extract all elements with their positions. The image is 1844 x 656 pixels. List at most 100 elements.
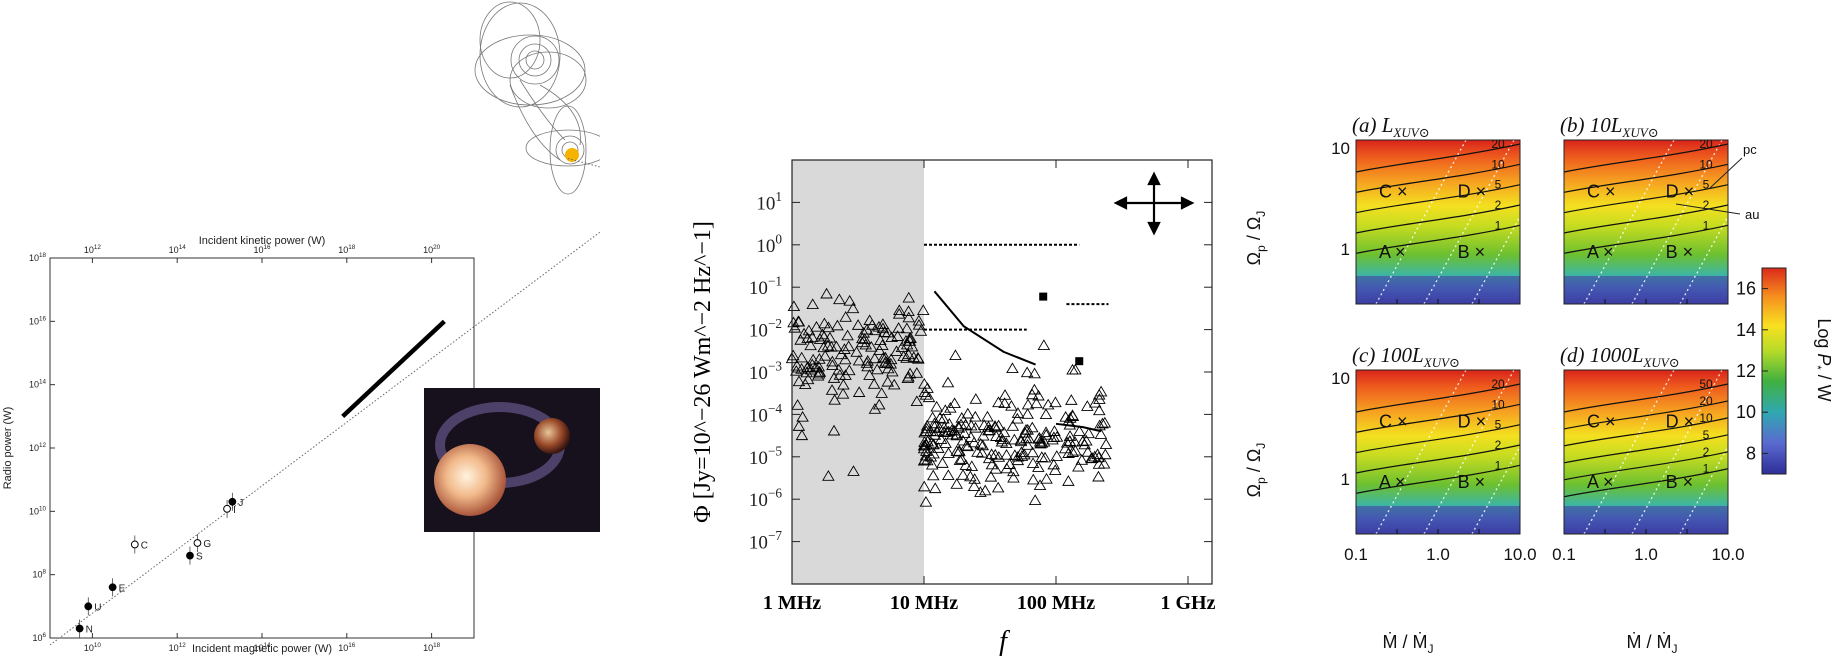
triangle-point [988,448,1002,460]
triangle-point [1092,470,1105,482]
triangle-point [919,495,933,507]
triangle-point [1015,450,1029,461]
triangle-point [895,341,909,352]
y-tick-label: 1018 [29,252,47,263]
triangle-point [881,375,895,387]
dotted-guide [1727,139,1819,305]
marker-B: B × [1458,242,1486,262]
triangle-point [1007,471,1020,483]
triangle-point [1069,444,1082,456]
model-curve [933,290,1036,366]
square-point [1075,357,1084,366]
marker-A: A × [1587,242,1614,262]
triangle-point [1005,399,1018,411]
triangle-point [950,428,963,440]
triangle-point [1011,407,1025,418]
contour-line [1563,400,1729,430]
point-J [228,497,237,506]
triangle-point [1091,448,1104,460]
marker-A: A × [1587,472,1614,492]
triangle-point [924,425,937,436]
triangle-point [941,376,955,388]
triangle-point [1098,416,1112,428]
triangle-point [949,349,962,361]
triangle-point [967,480,981,491]
triangle-point [1058,442,1072,454]
contour-label: 2 [1495,198,1502,212]
contour-label: 5 [1495,418,1502,432]
triangle-point [912,352,925,364]
contour-line [1563,163,1729,193]
y-tick-label: 1016 [29,315,47,326]
triangle-point [1035,451,1049,462]
colorbar-tick-label: 12 [1736,361,1756,381]
x2-tick-label: 1012 [84,244,102,255]
triangle-point [860,357,874,368]
triangle-point [965,460,979,472]
triangle-point [1048,425,1061,436]
x-axis-label: f [999,626,1010,656]
triangle-point [868,352,881,364]
triangle-point [959,459,973,470]
triangle-point [790,359,804,371]
contour-line [1355,464,1521,494]
triangle-point [1026,421,1039,433]
triangle-point [831,319,844,331]
triangle-point [992,396,1005,408]
point-U [84,602,93,611]
triangle-point [1072,460,1085,472]
contour-line [1563,434,1729,464]
dotted-guide [1583,369,1675,535]
triangle-point [918,436,931,447]
triangle-point [800,366,814,378]
triangle-point [850,346,863,357]
y-tick-label: 1 [1341,240,1350,259]
triangle-point [920,445,933,456]
triangle-point [892,307,906,319]
triangle-point [861,360,874,372]
contour-line [1355,403,1521,433]
triangle-point [989,430,1003,441]
triangle-point [902,305,915,317]
triangle-point [1063,430,1077,441]
triangle-point [1018,448,1031,460]
triangle-point [1028,383,1041,395]
triangle-point [836,387,850,399]
contour-label: 2 [1495,438,1502,452]
y-tick-label: 106 [32,632,46,643]
triangle-point [1066,409,1079,421]
panel-title: (b) 10LXUV⊙ [1560,113,1659,140]
triangle-point [902,291,916,303]
x-tick-label: 1.0 [1426,545,1450,564]
triangle-point [1039,408,1053,420]
point-label-G: G [203,539,211,550]
dotted-guide [1471,369,1563,535]
annotation-pc: pc [1743,142,1757,157]
triangle-point [881,326,895,338]
triangle-point [865,319,879,330]
triangle-point [1088,396,1102,408]
triangle-point [930,400,943,412]
triangle-point [804,339,817,351]
contour-label: 20 [1699,137,1713,151]
triangle-point [1015,446,1028,458]
triangle-point [823,331,837,343]
triangle-point [1082,427,1096,439]
colorbar-tick-label: 8 [1746,443,1756,463]
triangle-point [1028,367,1041,379]
triangle-point [910,367,924,378]
contour-label: 10 [1699,157,1713,171]
triangle-point [890,345,903,357]
triangle-point [984,470,998,482]
x2-tick-label: 1014 [169,244,187,255]
triangle-point [937,426,951,437]
triangle-point [795,351,808,363]
triangle-point [928,482,942,494]
triangle-point [905,340,919,352]
x-tick-label: 1012 [169,642,187,653]
triangle-point [867,378,881,389]
point-S [186,551,194,560]
x2-tick-label: 1018 [338,244,356,255]
y-tick-label: 1010 [29,505,47,516]
contour-line [1355,204,1521,234]
